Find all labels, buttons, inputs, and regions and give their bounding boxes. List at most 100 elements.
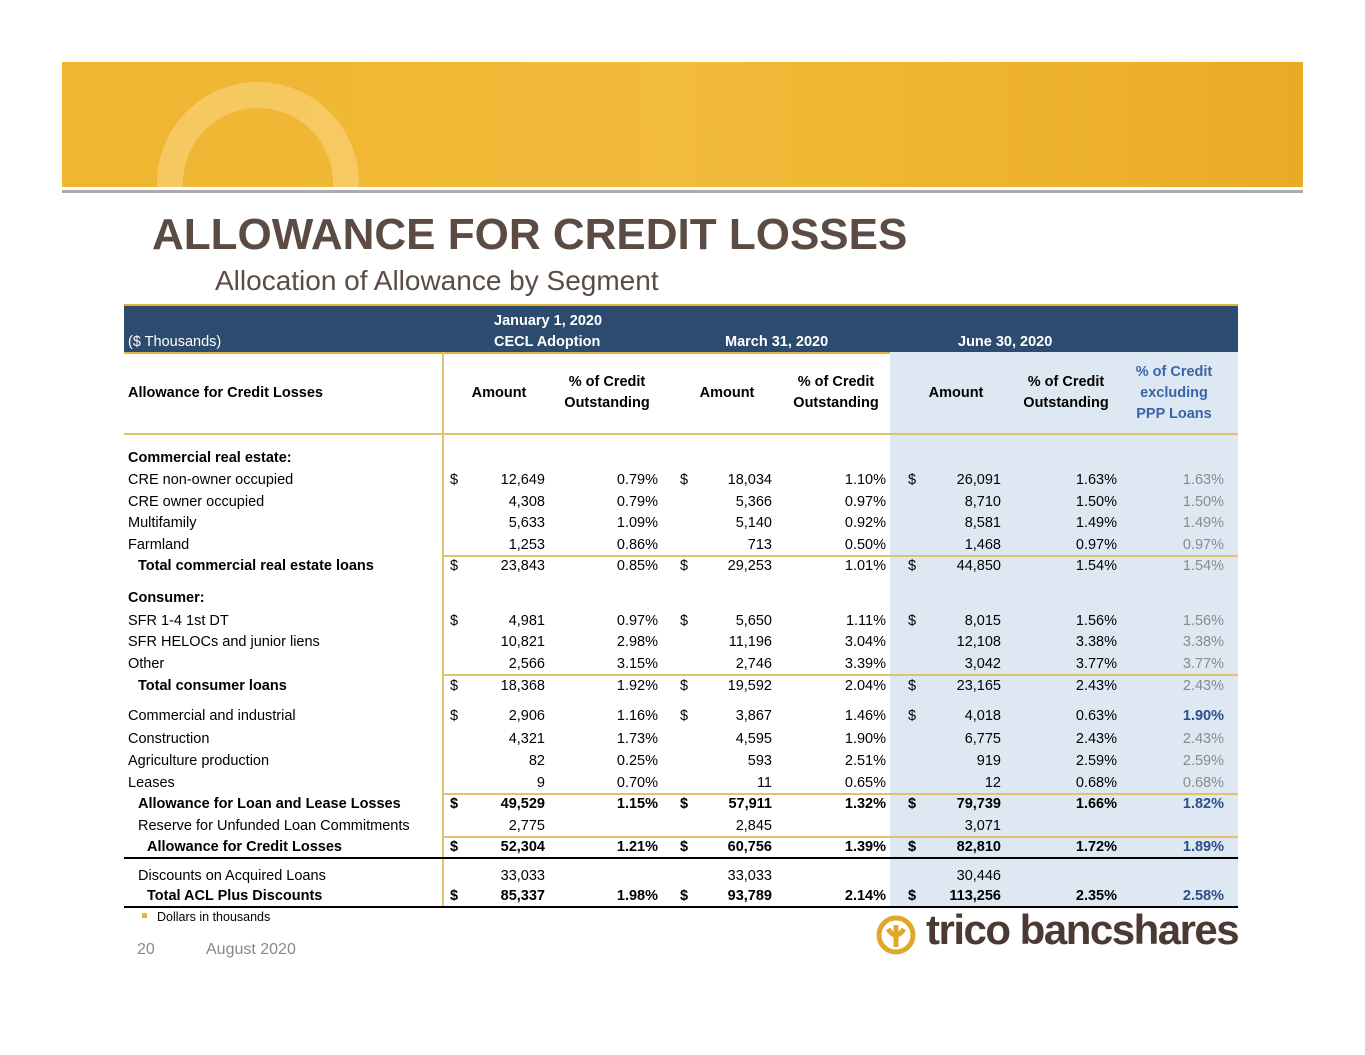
subtitle: Allocation of Allowance by Segment xyxy=(215,265,659,296)
cell-value: 23,165 xyxy=(956,678,1001,694)
banner-rule xyxy=(62,190,1303,193)
row-label: SFR 1-4 1st DT xyxy=(128,613,229,629)
cell-value: 0.92% xyxy=(844,515,886,531)
cell-value: 2,775 xyxy=(508,818,545,834)
cell-value: 1.50% xyxy=(1075,494,1117,510)
cell-value: 113,256 xyxy=(949,888,1001,904)
cell-value: 1.56% xyxy=(1075,613,1117,629)
cell-value: 79,739 xyxy=(956,796,1001,812)
row-label: Allowance for Loan and Lease Losses xyxy=(138,796,401,812)
shade xyxy=(890,352,1238,907)
cell-value: $ xyxy=(450,472,459,488)
cell-value: 3.38% xyxy=(1075,634,1117,650)
column-header: % of Credit xyxy=(1135,363,1213,380)
cell-value: 0.25% xyxy=(616,753,658,769)
cell-value: 4,981 xyxy=(508,613,545,629)
cell-value: 3.38% xyxy=(1182,634,1224,650)
cell-value: 1.73% xyxy=(616,731,658,747)
cell-value: 6,775 xyxy=(964,731,1001,747)
cell-value: 0.79% xyxy=(616,494,658,510)
cell-value: 1,253 xyxy=(508,537,545,553)
cell-value: 0.63% xyxy=(1075,708,1117,724)
row-rule xyxy=(124,857,1238,859)
cell-value: 1.15% xyxy=(616,796,658,812)
cell-value: 2.14% xyxy=(844,888,886,904)
cell-value: 1,468 xyxy=(964,537,1001,553)
cell-value: 1.11% xyxy=(845,613,886,629)
cell-value: 52,304 xyxy=(500,839,545,855)
cell-value: 0.70% xyxy=(616,775,658,791)
title: ALLOWANCE FOR CREDIT LOSSES xyxy=(152,210,908,259)
column-header: % of Credit xyxy=(568,374,646,390)
cell-value: 1.21% xyxy=(616,839,658,855)
column-header: PPP Loans xyxy=(1136,405,1212,422)
cell-value: 10,821 xyxy=(500,634,545,650)
cell-value: 3.77% xyxy=(1075,656,1117,672)
cell-value: 713 xyxy=(747,537,772,553)
cell-value: 1.32% xyxy=(844,796,886,812)
cell-value: 2.43% xyxy=(1075,731,1117,747)
banner xyxy=(62,62,1303,187)
rule xyxy=(442,352,444,907)
cell-value: 19,592 xyxy=(727,678,772,694)
cell-value: 4,308 xyxy=(508,494,545,510)
date: August 2020 xyxy=(206,941,296,958)
cell-value: $ xyxy=(450,613,459,629)
cell-value: 23,843 xyxy=(500,558,545,574)
row-label: Construction xyxy=(128,731,210,747)
column-header: % of Credit xyxy=(797,374,875,390)
cell-value: $ xyxy=(908,613,917,629)
cell-value: 2.04% xyxy=(844,678,886,694)
cell-value: 18,034 xyxy=(727,472,772,488)
cell-value: 1.92% xyxy=(616,678,658,694)
row-label: Other xyxy=(128,656,165,672)
column-header: % of Credit xyxy=(1027,374,1105,390)
cell-value: 2,906 xyxy=(508,708,545,724)
row-label: Reserve for Unfunded Loan Commitments xyxy=(138,818,410,834)
row-label: Commercial real estate: xyxy=(128,450,292,466)
logo-icon xyxy=(876,915,916,955)
units-label: ($ Thousands) xyxy=(128,334,222,350)
cell-value: 0.97% xyxy=(616,613,658,629)
cell-value: 11 xyxy=(756,775,772,791)
cell-value: 2,566 xyxy=(508,656,545,672)
cell-value: $ xyxy=(908,472,917,488)
row-label: CRE owner occupied xyxy=(128,494,265,510)
row-label: Commercial and industrial xyxy=(128,708,296,724)
cell-value: $ xyxy=(450,678,459,694)
cell-value: 1.89% xyxy=(1182,839,1224,855)
row-label: Total commercial real estate loans xyxy=(138,558,374,574)
column-header: Amount xyxy=(471,384,527,401)
cell-value: 1.63% xyxy=(1182,472,1224,488)
cell-value: 33,033 xyxy=(727,868,772,884)
cell-value: $ xyxy=(450,888,459,904)
cell-value: $ xyxy=(908,708,917,724)
cell-value: 49,529 xyxy=(500,796,545,812)
cell-value: 3.04% xyxy=(844,634,886,650)
cell-value: 1.39% xyxy=(844,839,886,855)
cell-value: 12,108 xyxy=(956,634,1001,650)
cell-value: 1.98% xyxy=(616,888,658,904)
cell-value: $ xyxy=(908,558,917,574)
column-header: excluding xyxy=(1140,384,1208,401)
cell-value: 18,368 xyxy=(500,678,545,694)
cell-value: 4,018 xyxy=(964,708,1001,724)
cell-value: 1.66% xyxy=(1075,796,1117,812)
logo-ring xyxy=(876,915,916,955)
cell-value: 2.58% xyxy=(1182,888,1224,904)
cell-value: 919 xyxy=(976,753,1001,769)
logo-text: trico bancshares xyxy=(926,906,1240,953)
cell-value: 2,746 xyxy=(735,656,772,672)
row-rule xyxy=(124,906,1238,908)
cell-value: 5,366 xyxy=(735,494,772,510)
cell-value: 0.50% xyxy=(844,537,886,553)
bullet xyxy=(142,913,147,918)
cell-value: 2.43% xyxy=(1182,731,1224,747)
row-label: Farmland xyxy=(128,537,190,553)
cell-value: 0.97% xyxy=(1182,537,1224,553)
cell-value: 0.65% xyxy=(844,775,886,791)
cell-value: $ xyxy=(680,839,689,855)
cell-value: 33,033 xyxy=(500,868,545,884)
row-label: Total consumer loans xyxy=(138,678,287,694)
cell-value: $ xyxy=(450,558,459,574)
